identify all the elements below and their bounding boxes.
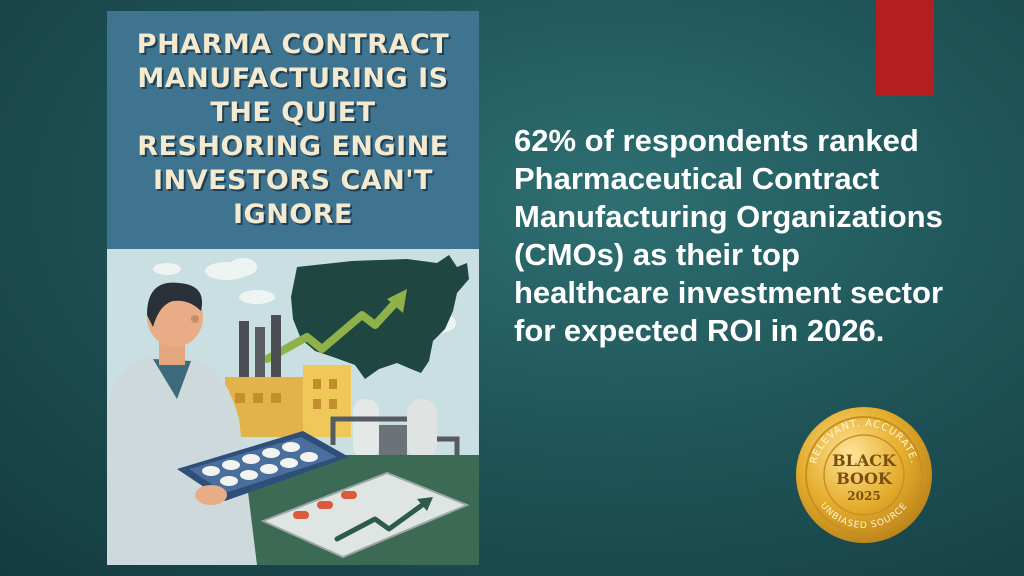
growth-arrow-icon: [263, 297, 401, 363]
blister-pack-icon: [260, 471, 470, 559]
black-book-seal-icon: RELEVANT. ACCURATE. UNBIASED SOURCE BLAC…: [796, 407, 932, 543]
pill-tray-icon: [177, 431, 349, 501]
badge-line1: BLACK: [832, 451, 897, 470]
headline-line: 62% of respondents ranked: [514, 123, 919, 158]
poster-header: PHARMA CONTRACT MANUFACTURING IS THE QUI…: [107, 11, 479, 249]
headline-statistic: 62% of respondents ranked Pharmaceutical…: [514, 122, 994, 350]
poster-title-line: RESHORING ENGINE: [137, 131, 449, 162]
headline-line: Pharmaceutical Contract: [514, 161, 880, 196]
poster-title: PHARMA CONTRACT MANUFACTURING IS THE QUI…: [107, 28, 479, 232]
accent-bar: [876, 0, 934, 96]
scientist-figure: [107, 282, 257, 565]
factory-scientist-illustration: [107, 249, 479, 565]
poster-title-line: PHARMA CONTRACT: [136, 29, 450, 60]
headline-line: (CMOs) as their top: [514, 237, 800, 272]
poster-title-line: MANUFACTURING IS: [137, 63, 449, 94]
headline-line: Manufacturing Organizations: [514, 199, 943, 234]
badge-year: 2025: [847, 489, 880, 503]
headline-line: for expected ROI in 2026.: [514, 313, 885, 348]
poster-title-line: THE QUIET: [210, 97, 376, 128]
badge-line2: BOOK: [836, 469, 893, 488]
poster-illustration: PHARMA CONTRACT MANUFACTURING IS THE QUI…: [107, 11, 479, 565]
headline-line: healthcare investment sector: [514, 275, 944, 310]
poster-title-line: INVESTORS CAN'T IGNORE: [153, 165, 433, 230]
